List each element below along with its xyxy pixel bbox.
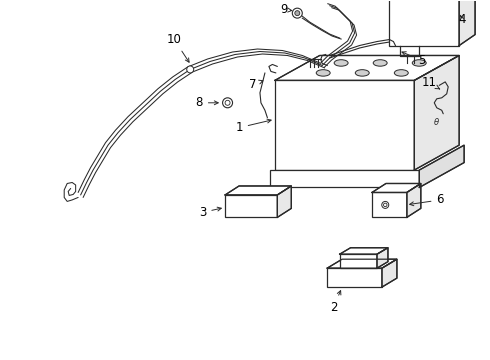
- Text: 4: 4: [458, 13, 466, 26]
- Circle shape: [382, 201, 389, 208]
- Polygon shape: [372, 184, 421, 193]
- Text: 6: 6: [410, 193, 444, 206]
- Bar: [225, 195, 277, 217]
- Polygon shape: [415, 55, 459, 170]
- Circle shape: [187, 66, 194, 73]
- Polygon shape: [382, 259, 397, 287]
- Text: 5: 5: [402, 52, 425, 67]
- Ellipse shape: [412, 60, 426, 66]
- Text: 7: 7: [249, 78, 263, 91]
- Ellipse shape: [373, 60, 387, 66]
- Polygon shape: [377, 248, 388, 268]
- Bar: [372, 193, 407, 217]
- Ellipse shape: [334, 60, 348, 66]
- Bar: [327, 268, 382, 287]
- Bar: [275, 80, 415, 170]
- Text: 11: 11: [422, 76, 440, 89]
- Text: 2: 2: [330, 291, 341, 314]
- Polygon shape: [419, 145, 464, 188]
- Polygon shape: [277, 186, 292, 217]
- Polygon shape: [459, 0, 475, 45]
- Circle shape: [384, 203, 387, 207]
- Text: 3: 3: [199, 206, 221, 219]
- Bar: [340, 254, 377, 268]
- Polygon shape: [340, 248, 388, 254]
- Text: θ: θ: [434, 118, 440, 127]
- Polygon shape: [225, 186, 292, 195]
- Circle shape: [225, 100, 230, 105]
- Ellipse shape: [394, 70, 408, 76]
- Ellipse shape: [316, 70, 330, 76]
- Text: 1: 1: [235, 119, 271, 134]
- Text: 9: 9: [280, 3, 292, 16]
- Ellipse shape: [355, 70, 369, 76]
- Text: 10: 10: [167, 33, 189, 62]
- Bar: [390, 0, 459, 45]
- Bar: [270, 170, 419, 188]
- Circle shape: [222, 98, 233, 108]
- Circle shape: [295, 11, 300, 15]
- Polygon shape: [407, 184, 421, 217]
- Polygon shape: [327, 259, 397, 268]
- Circle shape: [293, 8, 302, 18]
- Polygon shape: [275, 55, 459, 80]
- Text: 8: 8: [196, 96, 218, 109]
